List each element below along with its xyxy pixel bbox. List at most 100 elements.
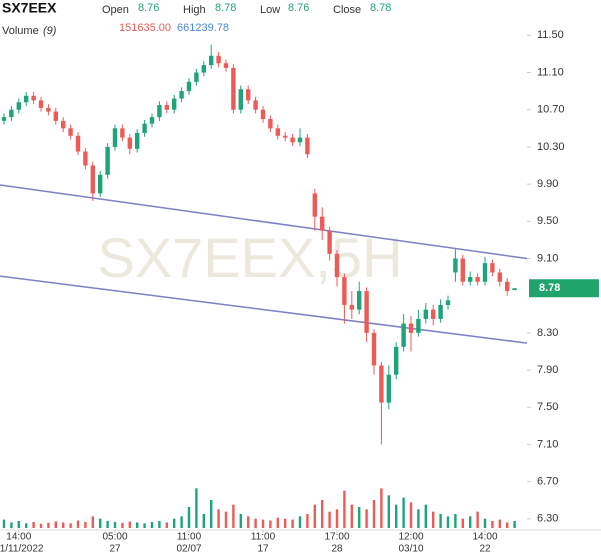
x-tick-time: 12:00 [398,532,423,543]
volume-bar [380,488,383,528]
volume-bar [446,516,450,528]
candle-body [216,55,221,64]
x-tick-date: 28 [331,544,343,555]
candle-body [46,107,51,112]
volume-bar [180,516,183,528]
candle-body [416,318,421,333]
volume-bar [402,497,405,528]
y-tick-label: 7.50 [537,401,558,413]
volume-bar [217,509,220,528]
y-tick-label: 10.70 [537,104,565,116]
volume-bar [424,504,427,528]
volume-bar [143,523,146,528]
volume-bar [165,522,168,528]
volume-bar [32,521,35,528]
volume-label: Volume [2,25,39,37]
close-label: Close [333,4,361,16]
volume-value: 151635.00 [119,22,171,34]
volume-bar [121,522,124,528]
volume-bar [417,509,420,528]
volume-bar [224,511,228,528]
x-tick-time: 14:00 [6,532,31,543]
high-value: 8.78 [215,2,236,14]
y-tick-label: 11.10 [537,66,564,78]
volume-bar [358,507,361,528]
high-label: High [183,4,206,16]
y-tick-label: 11.50 [537,29,564,41]
candle-body [179,91,184,99]
candle-body [431,309,436,319]
volume-bar [276,517,279,528]
candle-body [475,277,480,282]
volume-bar [76,520,80,528]
candle-body [172,98,177,110]
candle-body [231,67,236,110]
candle-body [135,132,140,149]
volume-ma: 661239.78 [177,22,229,34]
y-tick-label: 9.90 [537,178,558,190]
candle-body [453,258,458,273]
y-tick-label: 9.10 [537,252,558,264]
candle-body [490,263,495,273]
trendline [0,184,528,260]
volume-bar [506,522,509,528]
volume-bar [439,514,442,528]
x-tick-date: 01/11/2022 [0,544,44,555]
candle-body [275,128,280,136]
candle-body [334,253,340,278]
x-tick-date: 02/07 [176,544,201,555]
x-tick-date: 22 [479,544,491,555]
candle-body [98,174,103,194]
volume-bar [365,509,368,528]
volume-bar [69,523,72,528]
candle-body [201,65,206,73]
volume-bar [54,521,57,528]
candle-body [112,128,118,147]
candle-body [68,128,73,136]
low-value: 8.76 [288,2,309,14]
candle-body [364,291,369,333]
price-label: 8.78 [539,282,560,294]
volume-bar [454,514,457,528]
volume-bar [99,518,102,528]
candle-body [401,323,406,347]
volume-bar [247,516,250,528]
x-tick-time: 11:00 [177,532,202,543]
candle-body [1,117,7,121]
volume-bar [47,522,50,528]
candle-body [320,216,325,231]
volume-bar [91,516,94,528]
candle-body [438,304,443,319]
candle-body [394,346,399,375]
open-label: Open [102,4,129,16]
volume-bar [498,519,501,528]
volume-bar [150,521,154,528]
volume-bar [461,518,464,528]
candle-body [53,111,58,121]
symbol: SX7EEX [2,0,57,16]
volume-period: (9) [43,25,57,37]
candle-body [209,55,214,66]
volume-bar [39,523,43,528]
candle-body [194,72,199,82]
volume-bar [261,519,265,528]
volume-bar [476,511,479,528]
candle-body [16,102,21,110]
candle-body [349,304,354,310]
candle-body [460,258,465,282]
volume-bar [469,516,472,528]
volume-bar [10,522,13,528]
y-tick-label: 7.90 [537,364,558,376]
volume-bar [239,514,242,528]
volume-bar [62,522,65,528]
candle-body [260,109,266,120]
volume-bar [343,490,346,528]
volume-bar [2,519,6,528]
volume-bar [372,500,376,528]
volume-bar [313,504,316,528]
candle-body [342,277,347,305]
close-value: 8.78 [370,2,391,14]
volume-bar [306,514,309,528]
volume-bar [128,521,131,528]
x-tick-date: 03/10 [398,544,423,555]
